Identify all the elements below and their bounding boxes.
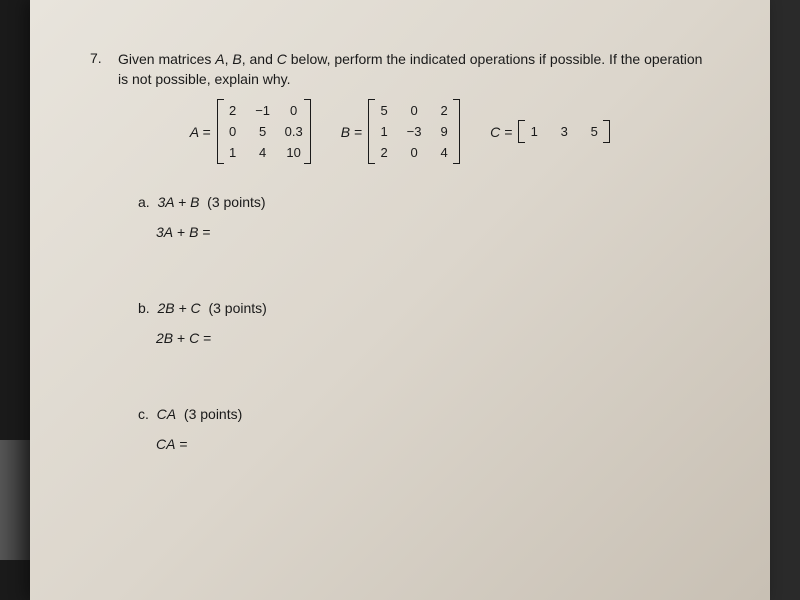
part-a-header: a. 3A + B (3 points) (138, 194, 710, 210)
matrix-cell: 5 (586, 124, 602, 139)
matrix-cell: 10 (285, 145, 303, 160)
part-b: b. 2B + C (3 points) 2B + C = (138, 300, 710, 346)
part-c-expression: CA = (156, 436, 710, 452)
matrix-b-label: B = (341, 124, 362, 140)
paper-page: 7. Given matrices A, B, and C below, per… (30, 0, 770, 600)
part-b-expression: 2B + C = (156, 330, 710, 346)
matrix-cell: 4 (436, 145, 452, 160)
part-a: a. 3A + B (3 points) 3A + B = (138, 194, 710, 240)
matrix-cell: 1 (526, 124, 542, 139)
matrix-cell: 0 (406, 145, 422, 160)
matrix-c-group: C = 1 3 5 (490, 120, 610, 143)
matrix-cell: 4 (255, 145, 271, 160)
matrix-b-group: B = 5 0 2 1 −3 9 2 0 4 (341, 99, 460, 164)
matrix-cell: 0 (406, 103, 422, 118)
matrix-a-group: A = 2 −1 0 0 5 0.3 1 4 10 (190, 99, 311, 164)
matrix-cell: 0 (285, 103, 303, 118)
matrices-definitions: A = 2 −1 0 0 5 0.3 1 4 10 B = 5 (90, 99, 710, 164)
question-number: 7. (90, 50, 118, 89)
matrix-cell: −3 (406, 124, 422, 139)
matrix-cell: 1 (376, 124, 392, 139)
matrix-cell: 2 (225, 103, 241, 118)
matrix-cell: 0.3 (285, 124, 303, 139)
matrix-b: 5 0 2 1 −3 9 2 0 4 (368, 99, 460, 164)
matrix-c-label: C = (490, 124, 512, 140)
matrix-cell: 3 (556, 124, 572, 139)
matrix-cell: 2 (436, 103, 452, 118)
side-strip (0, 440, 30, 560)
matrix-cell: 5 (376, 103, 392, 118)
matrix-a-label: A = (190, 124, 211, 140)
part-c: c. CA (3 points) CA = (138, 406, 710, 452)
matrix-cell: 2 (376, 145, 392, 160)
matrix-cell: 9 (436, 124, 452, 139)
matrix-cell: −1 (255, 103, 271, 118)
part-a-expression: 3A + B = (156, 224, 710, 240)
part-c-header: c. CA (3 points) (138, 406, 710, 422)
matrix-cell: 1 (225, 145, 241, 160)
matrix-c: 1 3 5 (518, 120, 610, 143)
matrix-cell: 5 (255, 124, 271, 139)
matrix-a: 2 −1 0 0 5 0.3 1 4 10 (217, 99, 311, 164)
matrix-cell: 0 (225, 124, 241, 139)
part-b-header: b. 2B + C (3 points) (138, 300, 710, 316)
question-header: 7. Given matrices A, B, and C below, per… (90, 50, 710, 89)
question-text: Given matrices A, B, and C below, perfor… (118, 50, 710, 89)
